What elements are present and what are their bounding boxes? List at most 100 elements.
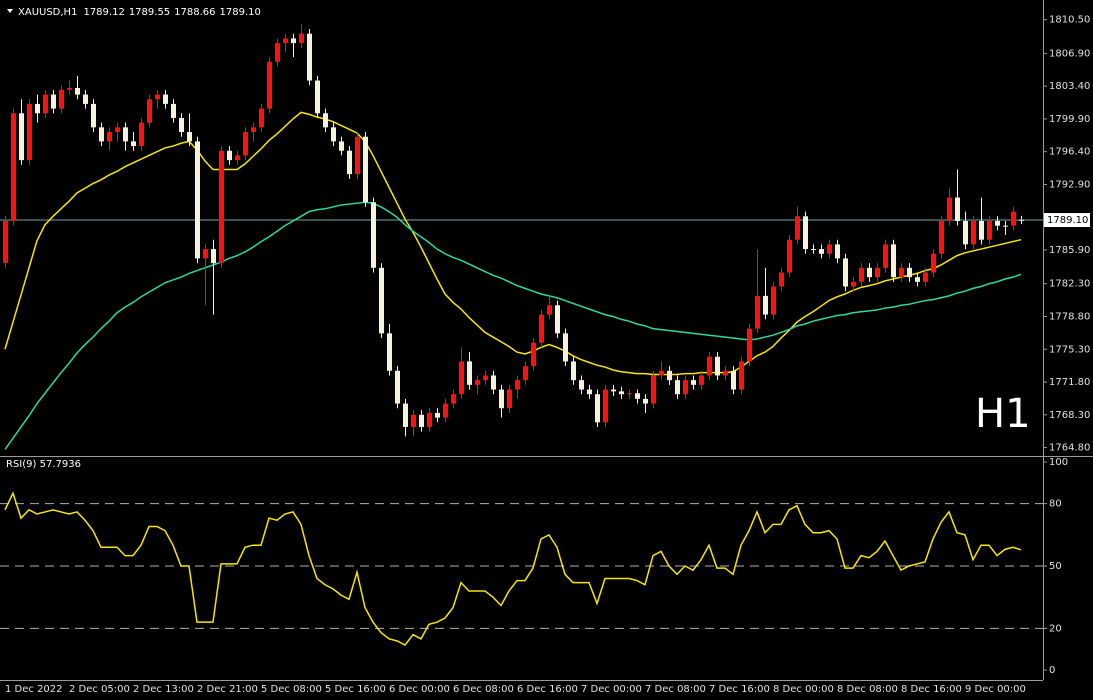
candle-body — [283, 38, 288, 44]
candle-body — [3, 220, 8, 264]
candle-body — [59, 89, 64, 109]
candle-body — [907, 267, 912, 278]
candle-body — [67, 88, 72, 90]
candle-body — [795, 216, 800, 240]
candle-body — [923, 272, 928, 282]
y-tick-label: 1810.50 — [1049, 15, 1090, 26]
y-tick-label: 80 — [1049, 499, 1062, 510]
candle-body — [75, 88, 80, 95]
candle-body — [123, 127, 128, 142]
candle-body — [891, 244, 896, 278]
candle-body — [379, 267, 384, 334]
y-tick-label: 1771.80 — [1049, 377, 1090, 388]
candle-body — [331, 127, 336, 142]
candle-body — [683, 380, 688, 395]
candle-body — [259, 108, 264, 128]
y-tick-label: 1775.30 — [1049, 344, 1090, 355]
candle-body — [747, 328, 752, 362]
y-tick-label: 1785.90 — [1049, 245, 1090, 256]
current-price-box — [1044, 213, 1090, 228]
y-tick-label: 0 — [1049, 665, 1055, 676]
y-tick-label: 1806.90 — [1049, 48, 1090, 59]
candle-body — [787, 239, 792, 273]
candle-body — [459, 361, 464, 395]
moving-average — [4, 111, 1022, 376]
open: 1789.12 — [83, 7, 124, 18]
candle-body — [691, 380, 696, 385]
candle-body — [579, 380, 584, 390]
candle-body — [987, 220, 992, 240]
candle-body — [387, 333, 392, 371]
y-tick-label: 1792.90 — [1049, 179, 1090, 190]
candle-body — [1019, 219, 1024, 221]
candle-body — [875, 267, 880, 278]
x-tick-label: 1 Dec 2022 — [5, 684, 63, 695]
candle-body — [339, 141, 344, 151]
candle-body — [475, 380, 480, 385]
candle-body — [371, 202, 376, 268]
candle-body — [491, 375, 496, 390]
candle-body — [707, 356, 712, 376]
menu-triangle[interactable] — [7, 9, 13, 13]
x-tick-label: 7 Dec 08:00 — [645, 684, 706, 695]
candle-body — [971, 220, 976, 245]
x-tick-label: 7 Dec 16:00 — [709, 684, 770, 695]
candle-body — [1003, 225, 1008, 227]
x-tick-label: 8 Dec 08:00 — [837, 684, 898, 695]
candle-body — [915, 277, 920, 282]
y-tick-label: 100 — [1049, 457, 1068, 468]
candle-body — [939, 220, 944, 254]
y-tick-label: 1764.80 — [1049, 443, 1090, 454]
candle-body — [363, 136, 368, 203]
candle-body — [563, 333, 568, 362]
candle-body — [523, 366, 528, 381]
candle-body — [107, 132, 112, 142]
candle-body — [571, 361, 576, 381]
candle-body — [843, 258, 848, 287]
candle-body — [555, 305, 560, 334]
x-tick-label: 2 Dec 05:00 — [69, 684, 130, 695]
candle-body — [395, 370, 400, 404]
candle-body — [43, 94, 48, 114]
candle-body — [83, 94, 88, 104]
y-tick-label: 1796.40 — [1049, 147, 1090, 158]
candle-body — [547, 305, 552, 315]
candle-body — [1011, 211, 1016, 226]
x-tick-label: 2 Dec 21:00 — [197, 684, 258, 695]
candle-body — [811, 249, 816, 251]
candle-body — [867, 267, 872, 278]
low: 1788.66 — [174, 7, 215, 18]
y-tick-label: 1782.30 — [1049, 279, 1090, 290]
x-tick-label: 2 Dec 13:00 — [133, 684, 194, 695]
candle-body — [347, 150, 352, 175]
candle-body — [627, 393, 632, 395]
candle-body — [699, 375, 704, 385]
high: 1789.55 — [129, 7, 170, 18]
candle-body — [467, 361, 472, 385]
candle-body — [979, 220, 984, 240]
candle-body — [99, 127, 104, 142]
candle-body — [11, 113, 16, 221]
candle-body — [435, 412, 440, 418]
x-tick-label: 8 Dec 16:00 — [901, 684, 962, 695]
candle-body — [147, 99, 152, 123]
candle-body — [947, 197, 952, 221]
candle-body — [675, 380, 680, 395]
candle-body — [451, 394, 456, 404]
candle-body — [739, 361, 744, 390]
candle-body — [827, 244, 832, 254]
y-tick-label: 20 — [1049, 623, 1062, 634]
candle-body — [531, 342, 536, 367]
moving-average — [4, 201, 1022, 450]
x-tick-label: 6 Dec 16:00 — [517, 684, 578, 695]
candle-body — [155, 94, 160, 100]
candle-body — [203, 249, 208, 259]
candle-body — [819, 249, 824, 254]
candle-body — [723, 370, 728, 376]
x-tick-label: 5 Dec 16:00 — [325, 684, 386, 695]
current-price-label: 1789.10 — [1047, 215, 1088, 226]
candle-body — [659, 370, 664, 376]
